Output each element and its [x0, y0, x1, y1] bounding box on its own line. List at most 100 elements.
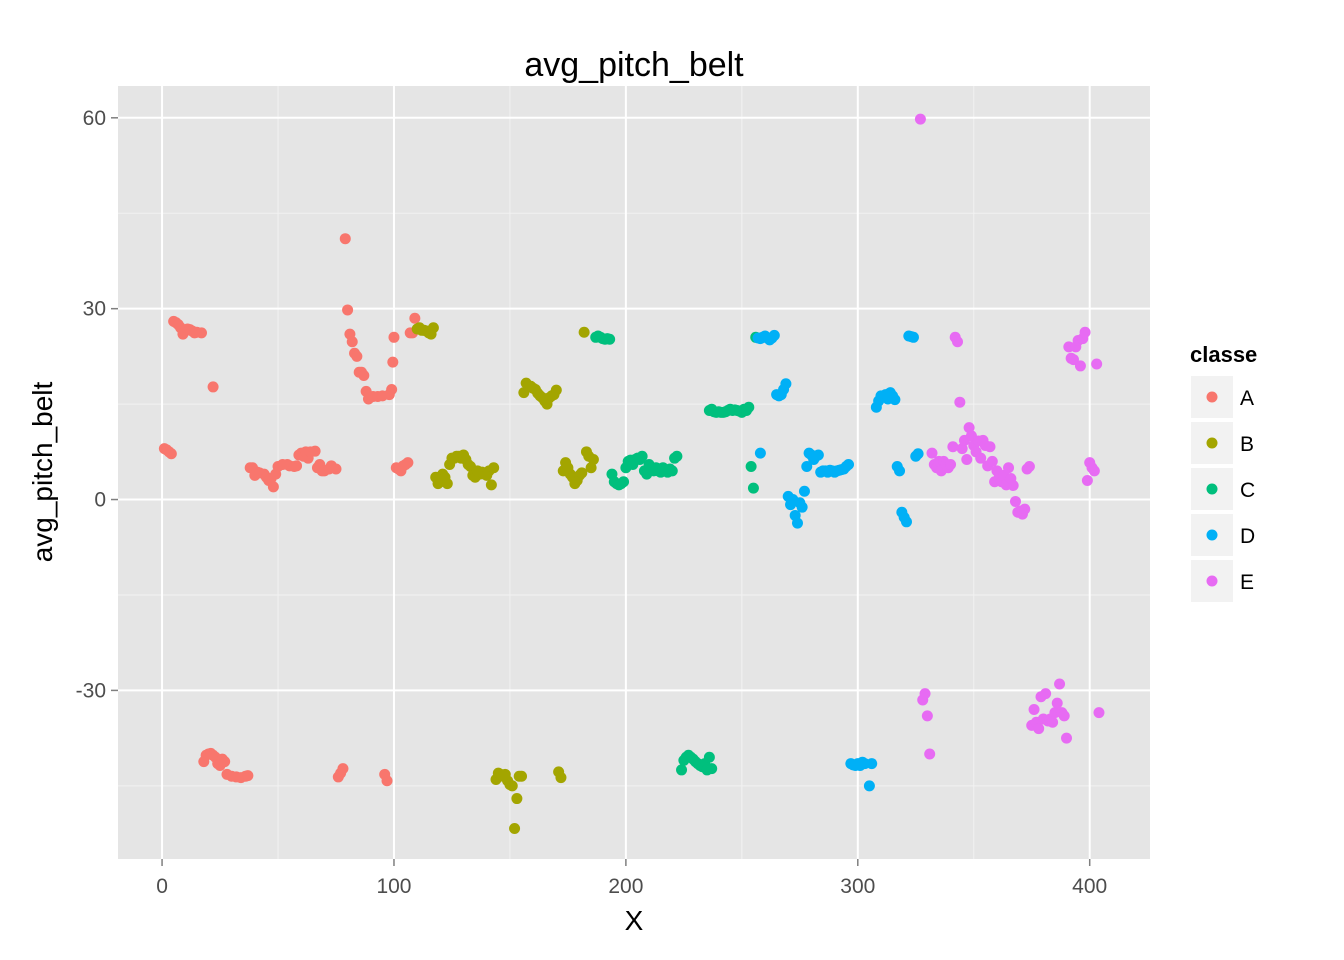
data-point	[747, 482, 759, 494]
data-point	[1007, 480, 1019, 492]
series-A	[158, 233, 421, 787]
data-point	[926, 447, 938, 459]
data-point	[791, 517, 803, 529]
series-E	[914, 113, 1105, 760]
data-point	[1047, 716, 1059, 728]
data-point	[242, 770, 254, 782]
data-point	[961, 453, 973, 465]
data-point	[924, 748, 936, 760]
data-point	[956, 443, 968, 455]
data-point	[516, 770, 528, 782]
legend-label: D	[1240, 525, 1255, 548]
data-point	[488, 462, 500, 474]
data-point	[358, 369, 370, 381]
data-point	[267, 481, 279, 493]
chart-title: avg_pitch_belt	[524, 46, 744, 84]
data-point	[780, 378, 792, 390]
data-point	[921, 710, 933, 722]
data-point	[798, 485, 810, 497]
y-axis-title: avg_pitch_belt	[27, 381, 58, 562]
data-point	[511, 793, 523, 805]
data-point	[195, 327, 207, 339]
data-point	[1003, 462, 1015, 474]
data-point	[947, 441, 959, 453]
data-point	[576, 467, 588, 479]
data-point	[843, 459, 855, 471]
series-B	[411, 322, 599, 834]
data-point	[604, 333, 616, 345]
legend-label: A	[1240, 387, 1254, 410]
data-point	[578, 326, 590, 338]
data-point	[952, 336, 964, 348]
legend-label: B	[1240, 433, 1254, 456]
minor-gridlines	[118, 86, 1150, 859]
data-point	[309, 445, 321, 457]
data-point	[427, 322, 439, 334]
data-point	[291, 460, 303, 472]
data-point	[863, 780, 875, 792]
y-tick-label: 30	[83, 298, 106, 321]
legend-title: classe	[1190, 342, 1257, 367]
data-point	[1079, 326, 1091, 338]
data-point	[768, 329, 780, 341]
data-point	[919, 688, 931, 700]
data-point	[1054, 678, 1066, 690]
data-point	[381, 775, 393, 787]
data-point	[387, 356, 399, 368]
data-point	[975, 452, 987, 464]
data-point	[337, 763, 349, 775]
legend-item-E: E	[1189, 558, 1254, 604]
data-point	[346, 336, 358, 348]
data-point	[555, 772, 567, 784]
data-point	[671, 450, 683, 462]
data-point	[745, 460, 757, 472]
data-point	[1091, 358, 1103, 370]
legend-marker	[1206, 391, 1218, 403]
data-point	[1074, 360, 1086, 372]
data-point	[945, 459, 957, 471]
data-point	[1051, 697, 1063, 709]
legend-marker	[1206, 483, 1218, 495]
data-point	[676, 764, 688, 776]
data-point	[984, 441, 996, 453]
y-tick-label: 0	[94, 489, 106, 512]
data-point	[386, 383, 398, 395]
data-point	[550, 384, 562, 396]
data-point	[342, 304, 354, 316]
legend-marker	[1206, 575, 1218, 587]
legend-item-D: D	[1189, 512, 1255, 558]
data-point	[351, 350, 363, 362]
legend-label: C	[1240, 479, 1255, 502]
data-point	[506, 780, 518, 792]
x-tick-label: 300	[840, 875, 875, 898]
data-point	[754, 447, 766, 459]
data-point	[1023, 460, 1035, 472]
legend-marker	[1206, 437, 1218, 449]
data-point	[889, 394, 901, 406]
data-point	[801, 460, 813, 472]
data-point	[165, 448, 177, 460]
data-point	[1081, 474, 1093, 486]
data-points	[158, 113, 1105, 834]
y-tick-label: 60	[83, 107, 106, 130]
data-point	[1058, 710, 1070, 722]
data-point	[866, 758, 878, 770]
data-point	[914, 113, 926, 125]
legend-item-A: A	[1189, 374, 1254, 420]
data-point	[743, 401, 755, 413]
series-C	[590, 330, 762, 776]
data-point	[706, 763, 718, 775]
data-point	[1028, 703, 1040, 715]
data-point	[587, 453, 599, 465]
data-point	[912, 448, 924, 460]
series-D	[752, 329, 924, 792]
x-tick-label: 0	[156, 875, 168, 898]
data-point	[509, 822, 521, 834]
legend-item-C: C	[1189, 466, 1255, 512]
data-point	[986, 455, 998, 467]
y-tick-label: -30	[76, 679, 106, 702]
x-tick-label: 200	[608, 875, 643, 898]
data-point	[485, 479, 497, 491]
x-axis-title: X	[625, 905, 644, 936]
